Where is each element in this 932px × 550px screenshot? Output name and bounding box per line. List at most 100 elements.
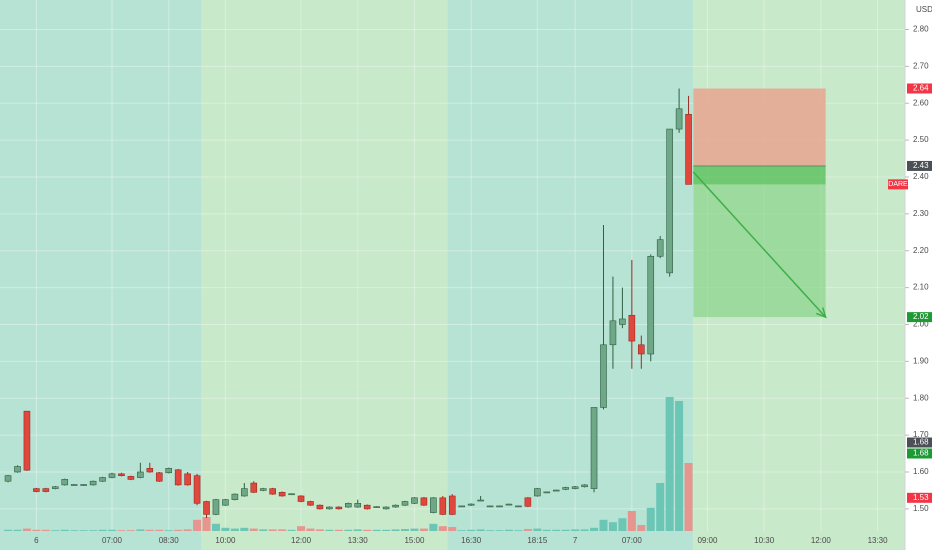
volume-bar [325,529,334,531]
volume-bar [467,529,476,531]
volume-bar [419,528,428,531]
volume-bar [561,529,570,531]
candle-body [335,506,343,510]
price-badge [907,83,932,94]
candle-body [515,505,522,508]
candle-body [600,344,607,408]
volume-bar [646,507,655,531]
trade-arrow-head [816,307,827,319]
volume-bar [98,529,107,531]
volume-bar [155,529,164,531]
x-tick-label: 10:30 [754,536,775,545]
candle-body [108,473,116,478]
candle-body [80,484,87,486]
volume-bar [89,530,98,531]
candle-body [288,493,295,496]
candle-body [411,497,418,504]
candle-body [174,469,182,486]
volume-bar [495,530,504,531]
candle-body [23,410,31,471]
volume-bar [164,530,173,531]
candle-body [666,128,673,274]
main-layer [4,88,827,531]
candle-body [647,255,655,355]
candle-body [118,473,125,476]
candle-body [420,497,428,506]
volume-bar [552,529,561,531]
volume-bar [429,523,438,531]
y-tick-label: 2.70 [913,61,929,70]
candle-body [656,239,664,257]
volume-bar [608,522,617,531]
volume-bar [627,511,636,531]
candle-body [552,489,560,492]
y-tick-label: 2.80 [913,25,929,34]
candle-body [33,488,40,492]
volume-bar [438,526,447,531]
volume-bar [287,529,296,531]
candle-body [222,499,229,506]
candle-body [486,505,494,508]
volume-bar [60,529,69,531]
candle-body [439,497,447,515]
volume-bar [514,530,523,531]
volume-bar [230,528,239,531]
candle-body [89,480,97,486]
candle-body [203,501,210,515]
candle-body [458,505,466,508]
candle-body [231,493,239,500]
currency-label: USD [916,5,932,14]
candle-body [590,407,598,489]
volume-bar [41,529,50,531]
candle-body [354,503,362,508]
candle-body [344,503,352,508]
candle-body [543,491,551,494]
candle-body [278,491,286,497]
candle-body [269,488,276,495]
candle-body [297,495,305,502]
x-tick-label: 6 [34,536,39,545]
volume-bar [504,529,513,531]
volume-bar [523,529,532,531]
candle-body [51,486,59,489]
y-tick-label: 2.20 [913,246,929,255]
volume-bar [136,529,145,531]
x-tick-label: 12:00 [811,536,832,545]
candle-body [259,488,267,491]
volume-bar [665,397,674,531]
y-tick-label: 2.60 [913,98,929,107]
y-tick-label: 1.50 [913,504,929,513]
x-tick-label: 07:00 [622,536,643,545]
candle-body [155,472,163,482]
volume-bar [70,530,79,531]
volume-bar [599,519,608,531]
candle-body [382,506,390,510]
volume-bar [297,526,306,531]
y-tick-label: 2.00 [913,320,929,329]
y-tick-label: 2.10 [913,283,929,292]
volume-bar [580,529,589,531]
x-tick-label: 10:00 [215,536,236,545]
candle-body [467,503,475,506]
candle-body [373,506,380,508]
volume-bar [174,529,183,531]
candle-body [42,488,50,492]
price-badge-label: 1.68 [913,449,929,458]
volume-bar [372,529,381,531]
x-tick-label: 09:00 [697,536,718,545]
volume-bar [476,529,485,531]
session-band [0,0,202,550]
price-badge-label: 2.43 [913,161,929,170]
symbol-tag [888,179,908,190]
candle-body [477,499,484,502]
volume-bar [183,529,192,531]
volume-bar [391,529,400,531]
y-tick-label: 1.90 [913,356,929,365]
volume-bar [315,529,324,531]
volume-bar [590,527,599,531]
volume-bar [363,529,372,531]
candle-body [70,484,78,486]
y-tick-label: 2.50 [913,135,929,144]
candle-body [146,468,154,473]
price-badge-label: 1.68 [913,438,929,447]
